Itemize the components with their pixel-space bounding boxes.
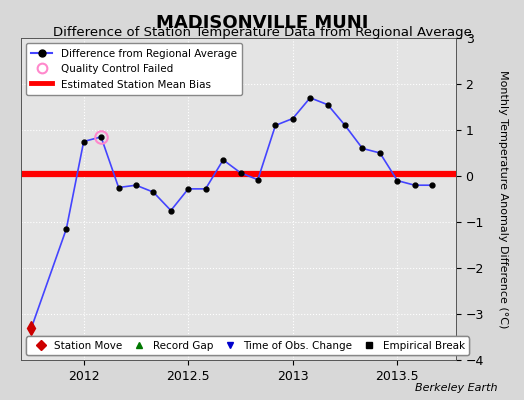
Text: MADISONVILLE MUNI: MADISONVILLE MUNI: [156, 14, 368, 32]
Y-axis label: Monthly Temperature Anomaly Difference (°C): Monthly Temperature Anomaly Difference (…: [498, 70, 508, 328]
Text: Berkeley Earth: Berkeley Earth: [416, 383, 498, 393]
Text: Difference of Station Temperature Data from Regional Average: Difference of Station Temperature Data f…: [52, 26, 472, 39]
Legend: Station Move, Record Gap, Time of Obs. Change, Empirical Break: Station Move, Record Gap, Time of Obs. C…: [26, 336, 469, 355]
